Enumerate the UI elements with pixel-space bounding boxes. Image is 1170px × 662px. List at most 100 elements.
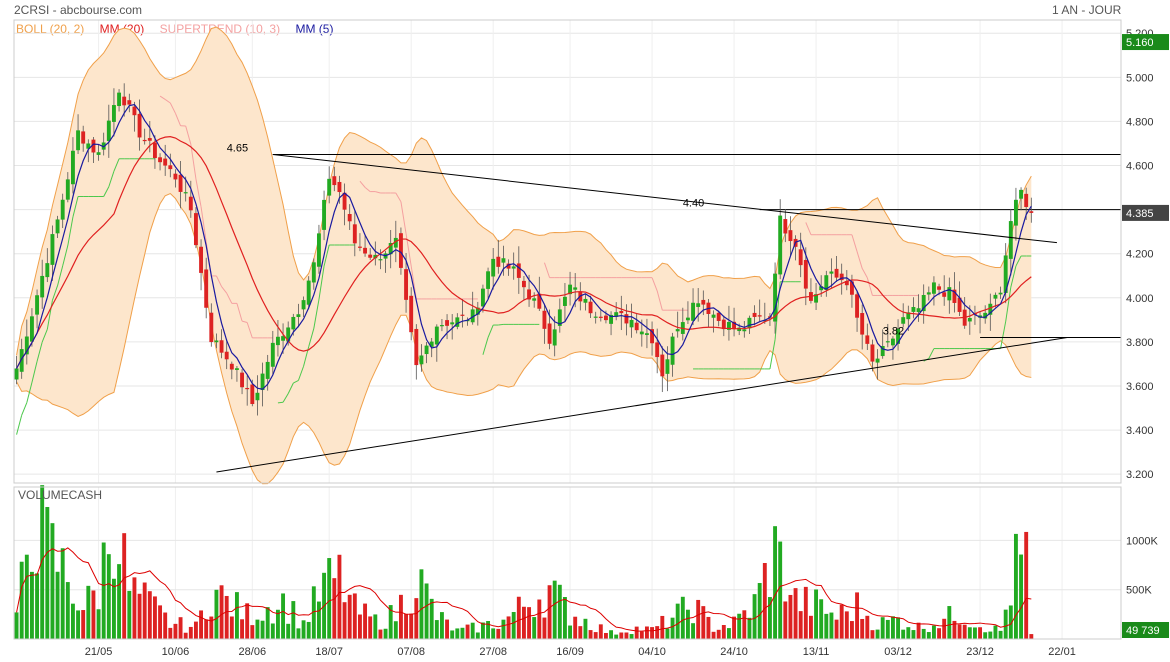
volume-bar: [880, 617, 885, 639]
candle-body: [655, 342, 660, 358]
volume-bar: [660, 615, 665, 639]
supertrend-segment: [318, 265, 325, 300]
volume-bar: [752, 594, 757, 639]
candle-body: [219, 340, 224, 353]
volume-bar: [885, 619, 890, 639]
volume-bar: [896, 617, 901, 639]
candle-body: [598, 316, 603, 318]
volume-bar: [291, 601, 296, 639]
supertrend-segment: [543, 262, 551, 278]
price-tick-label: 4.200: [1126, 249, 1154, 261]
last-volume-tag: [1122, 622, 1169, 638]
volume-bar: [819, 599, 824, 639]
candle-body: [224, 351, 229, 360]
candle-body: [327, 178, 332, 196]
candle-body: [388, 243, 393, 255]
supertrend-segment: [769, 339, 776, 370]
volume-bar: [644, 626, 649, 639]
volume-bar: [81, 610, 86, 639]
candle-body: [142, 139, 147, 142]
candle-body: [691, 302, 696, 321]
candle-body: [537, 293, 542, 309]
candle-body: [552, 329, 557, 346]
candle-body: [158, 157, 163, 163]
volume-bar: [516, 596, 521, 639]
candle-body: [583, 298, 588, 303]
candle-body: [824, 275, 829, 290]
candle-body: [50, 234, 55, 265]
supertrend-segment: [287, 382, 294, 394]
candle-body: [870, 344, 875, 362]
trend-lines: [216, 153, 1068, 473]
candle-body: [429, 341, 434, 347]
candle-body: [45, 263, 50, 278]
candle-body: [234, 368, 239, 370]
volume-bar: [814, 589, 819, 639]
volume-bar: [378, 629, 383, 639]
candle-body: [245, 387, 250, 390]
volume-bar: [680, 596, 685, 639]
volume-bar: [158, 605, 163, 639]
candle-body: [40, 275, 45, 298]
bollinger-bands: [16, 26, 1032, 485]
candle-body: [521, 280, 526, 288]
volume-bar: [14, 612, 19, 639]
volume-bar: [593, 632, 598, 639]
supertrend-segment: [241, 320, 248, 323]
volume-bar: [480, 622, 485, 639]
candle-body: [880, 346, 885, 357]
volume-bar: [711, 631, 716, 639]
volume-bar: [337, 554, 342, 639]
volume-bar: [214, 589, 219, 639]
candle-body: [332, 176, 337, 186]
volume-average-line: [16, 547, 1032, 632]
last-price-label: 4.385: [1126, 208, 1154, 220]
volume-bar: [137, 593, 142, 639]
candle-body: [609, 314, 614, 324]
candle-body: [404, 269, 409, 300]
candle-body: [726, 321, 731, 330]
candle-body: [937, 286, 942, 290]
volume-bar: [183, 632, 188, 639]
candle-body: [96, 152, 101, 155]
candle-body: [675, 329, 680, 332]
volume-bar: [537, 599, 542, 639]
candle-body: [60, 199, 65, 220]
candle-body: [255, 392, 260, 401]
price-tick-label: 4.600: [1126, 161, 1154, 173]
candle-body: [696, 303, 701, 307]
supertrend-segment: [651, 277, 658, 292]
supertrend-segment: [36, 341, 43, 362]
volume-bar: [967, 627, 972, 639]
supertrend-segment: [359, 180, 366, 188]
volume-bar: [19, 561, 24, 639]
volume-bar: [193, 621, 198, 639]
candle-body: [644, 333, 649, 335]
supertrend-segment: [236, 303, 243, 322]
candle-body: [357, 246, 362, 248]
volume-bar: [721, 625, 726, 639]
volume-bar: [547, 585, 552, 639]
candle-body: [111, 105, 116, 122]
candle-body: [916, 308, 921, 313]
candle-body: [506, 263, 511, 269]
volume-bar: [742, 610, 747, 639]
candle-body: [296, 314, 301, 318]
last-price-tag: [1122, 204, 1169, 221]
volume-bar: [706, 616, 711, 639]
supertrend-segment: [215, 275, 223, 287]
volume-bar: [163, 612, 168, 639]
bollinger-lower: [16, 192, 1032, 485]
volume-bar: [40, 485, 45, 639]
candle-body: [65, 179, 70, 200]
candle-body: [562, 296, 567, 306]
volume-bar: [204, 619, 209, 639]
candle-body: [281, 336, 286, 341]
volume-bar: [1024, 531, 1029, 639]
volume-bar: [767, 597, 772, 639]
volume-bars: [14, 485, 1034, 639]
candle-body: [855, 294, 860, 318]
volume-bar: [916, 622, 921, 639]
candle-body: [122, 96, 127, 106]
volume-bar: [460, 627, 465, 639]
